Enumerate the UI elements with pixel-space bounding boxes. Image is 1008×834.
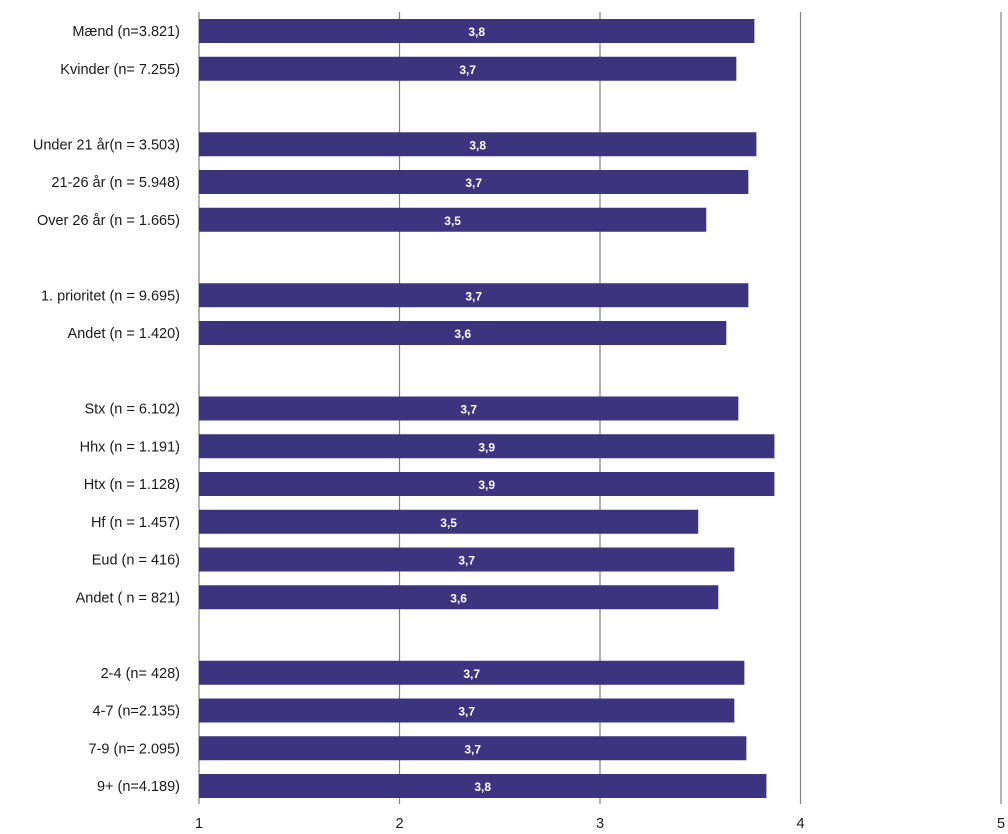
category-label: 21-26 år (n = 5.948) — [51, 175, 180, 191]
category-label: Andet (n = 1.420) — [68, 326, 180, 342]
bar-data-label: 3,6 — [454, 327, 471, 341]
bar-data-label: 3,8 — [468, 25, 485, 39]
x-tick-label: 3 — [596, 816, 604, 832]
bar — [199, 736, 747, 761]
category-label: Kvinder (n= 7.255) — [60, 62, 180, 78]
bar-data-label: 3,7 — [463, 667, 480, 681]
category-label: 9+ (n=4.189) — [97, 779, 180, 795]
bars: 3,8 3,7 3,8 3,7 3,5 3,7 3,6 3,7 3,9 3,9 3,5 3,7 3,6 3… — [199, 19, 775, 798]
bar — [199, 396, 739, 421]
x-tick-label: 5 — [997, 816, 1005, 832]
x-tick-label: 2 — [395, 816, 403, 832]
bar-data-label: 3,7 — [464, 742, 481, 756]
bar — [199, 321, 727, 345]
bar-data-label: 3,5 — [444, 214, 461, 228]
bar — [199, 434, 775, 459]
bar — [199, 698, 735, 723]
category-label: Htx (n = 1.128) — [84, 477, 180, 493]
x-axis-ticks: 1 2 3 4 5 — [195, 816, 1005, 832]
bar-data-label: 3,7 — [459, 63, 476, 77]
bar — [199, 660, 745, 685]
category-label: Stx (n = 6.102) — [84, 402, 180, 418]
category-label: 1. prioritet (n = 9.695) — [41, 288, 180, 304]
bar — [199, 547, 735, 572]
bar-data-label: 3,9 — [478, 440, 495, 454]
category-label: 4-7 (n=2.135) — [93, 704, 180, 720]
bar-data-label: 3,7 — [465, 289, 482, 303]
bar — [199, 585, 719, 610]
bar-data-label: 3,7 — [458, 705, 475, 719]
category-label: Eud (n = 416) — [92, 553, 180, 569]
bar-data-label: 3,7 — [458, 554, 475, 568]
category-labels: Mænd (n=3.821) Kvinder (n= 7.255) Under 21… — [33, 24, 180, 795]
bar — [199, 472, 775, 496]
bar — [199, 56, 737, 81]
bar — [199, 774, 767, 798]
bar — [199, 283, 749, 308]
bar-data-label: 3,7 — [460, 403, 477, 417]
category-label: 7-9 (n= 2.095) — [89, 741, 181, 757]
bar-data-label: 3,8 — [474, 780, 491, 794]
category-label: Andet ( n = 821) — [76, 590, 180, 606]
bar — [199, 170, 749, 194]
bar — [199, 207, 707, 232]
bar — [199, 132, 757, 157]
x-tick-label: 1 — [195, 816, 203, 832]
bar-data-label: 3,6 — [450, 591, 467, 605]
category-label: Hf (n = 1.457) — [91, 515, 180, 531]
bar-data-label: 3,5 — [440, 516, 457, 530]
category-label: 2-4 (n= 428) — [101, 666, 180, 682]
bar-data-label: 3,7 — [465, 176, 482, 190]
x-tick-label: 4 — [796, 816, 804, 832]
bar-data-label: 3,9 — [478, 478, 495, 492]
bar-data-label: 3,8 — [469, 138, 486, 152]
category-label: Over 26 år (n = 1.665) — [37, 213, 180, 229]
category-label: Mænd (n=3.821) — [72, 24, 180, 40]
category-label: Under 21 år(n = 3.503) — [33, 137, 180, 153]
category-label: Hhx (n = 1.191) — [80, 439, 180, 455]
bar — [199, 509, 699, 534]
bar — [199, 19, 755, 43]
